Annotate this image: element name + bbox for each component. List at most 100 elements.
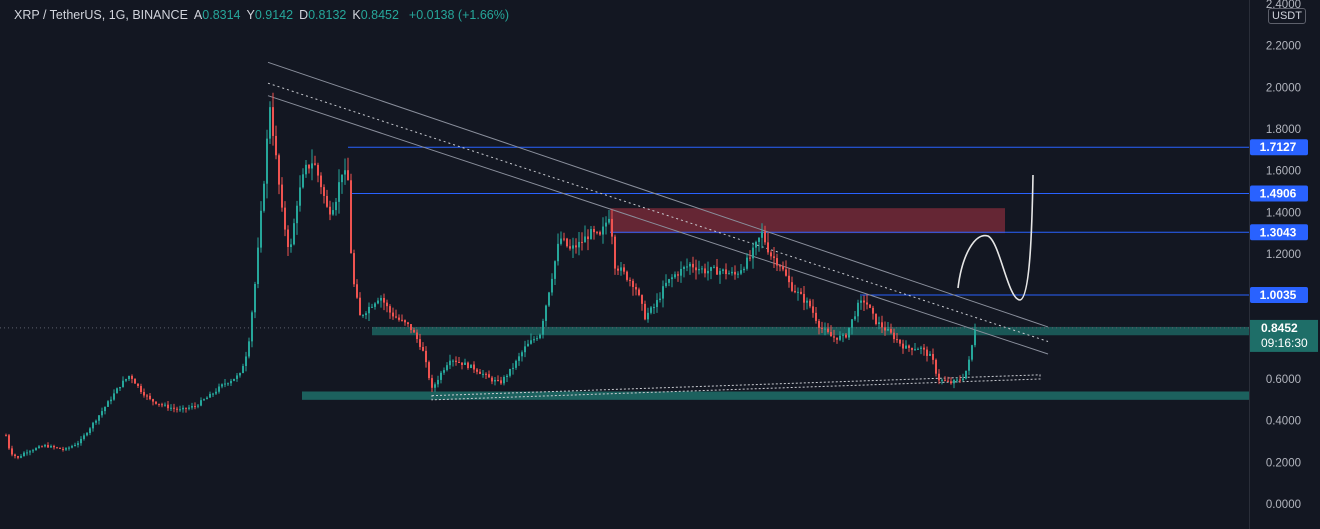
candle-body xyxy=(92,422,94,429)
candle-body xyxy=(581,241,583,243)
candle-body xyxy=(737,273,739,275)
candle-body xyxy=(602,226,604,235)
candle-body xyxy=(68,447,70,449)
candle-body xyxy=(173,407,175,409)
candle-body xyxy=(818,320,820,328)
candle-body xyxy=(572,245,574,249)
candle-body xyxy=(896,339,898,341)
candle-body xyxy=(305,164,307,175)
candle-body xyxy=(194,406,196,408)
candle-body xyxy=(770,252,772,257)
candle-body xyxy=(227,383,229,385)
levels-layer xyxy=(0,146,1249,329)
high-value: 0.9142 xyxy=(254,8,294,22)
candle-body xyxy=(785,269,787,276)
candle-body xyxy=(239,373,241,376)
candle-body xyxy=(38,446,40,449)
candle-body xyxy=(575,245,577,248)
candle-body xyxy=(209,393,211,398)
candle-body xyxy=(293,223,295,245)
candle-body xyxy=(959,379,961,381)
candle-body xyxy=(590,229,592,240)
candle-body xyxy=(323,187,325,196)
candle-body xyxy=(308,164,310,169)
candle-body xyxy=(644,303,646,320)
candle-body xyxy=(113,393,115,400)
candle-body xyxy=(839,335,841,340)
price-level-label: 1.0035 xyxy=(1260,288,1297,302)
open-label: A xyxy=(193,8,203,22)
candle-body xyxy=(221,384,223,387)
candle-body xyxy=(614,236,616,269)
symbol-title[interactable]: XRP / TetherUS, 1G, BINANCE xyxy=(14,8,188,22)
candle-body xyxy=(452,360,454,362)
candle-body xyxy=(503,376,505,384)
price-level-label: 1.3043 xyxy=(1260,225,1297,239)
price-tick-label: 1.8000 xyxy=(1266,124,1301,136)
candle-body xyxy=(782,266,784,270)
candle-body xyxy=(404,320,406,323)
candle-body xyxy=(587,236,589,240)
candle-body xyxy=(554,261,556,279)
candle-body xyxy=(254,284,256,313)
price-level-tag xyxy=(1250,185,1308,202)
open-value: 0.8314 xyxy=(202,8,241,22)
candle-body xyxy=(158,403,160,405)
candle-body xyxy=(353,253,355,285)
candle-body xyxy=(617,268,619,271)
candle-body xyxy=(164,404,166,406)
candle-body xyxy=(680,268,682,276)
candle-body xyxy=(767,242,769,253)
candle-body xyxy=(932,353,934,360)
candle-body xyxy=(188,407,190,409)
candle-body xyxy=(89,428,91,433)
candle-body xyxy=(887,328,889,331)
candle-body xyxy=(11,448,13,455)
candle-body xyxy=(458,361,460,363)
candle-body xyxy=(191,406,193,408)
candle-body xyxy=(413,329,415,333)
candle-body xyxy=(104,406,106,412)
candle-body xyxy=(401,319,403,321)
candle-body xyxy=(287,229,289,248)
candle-body xyxy=(140,385,142,393)
price-axis[interactable]: 0.00000.20000.40000.60000.80001.00001.20… xyxy=(1249,0,1320,529)
candle-body xyxy=(752,247,754,259)
candle-body xyxy=(593,229,595,233)
currency-badge[interactable]: USDT xyxy=(1268,8,1306,24)
candle-body xyxy=(419,339,421,347)
candle-body xyxy=(701,268,703,270)
candle-body xyxy=(800,291,802,294)
candle-body xyxy=(902,343,904,349)
candle-body xyxy=(899,339,901,344)
candle-body xyxy=(527,343,529,347)
price-level-label: 1.7127 xyxy=(1260,140,1297,154)
candle-body xyxy=(716,266,718,275)
candle-body xyxy=(521,352,523,357)
candle-body xyxy=(545,305,547,321)
candle-body xyxy=(890,328,892,333)
candle-body xyxy=(653,307,655,309)
candle-body xyxy=(176,408,178,410)
candle-body xyxy=(116,388,118,394)
candle-body xyxy=(296,205,298,224)
trendlines-layer xyxy=(267,61,1049,401)
candle-body xyxy=(923,347,925,350)
candle-body xyxy=(155,401,157,404)
candle-body xyxy=(677,274,679,276)
candle-body xyxy=(854,316,856,320)
candle-body xyxy=(224,383,226,385)
candle-body xyxy=(497,379,499,381)
candle-body xyxy=(359,297,361,316)
candle-body xyxy=(215,391,217,394)
candle-body xyxy=(488,374,490,378)
candle-body xyxy=(926,349,928,356)
candle-body xyxy=(605,222,607,227)
candle-body xyxy=(143,392,145,396)
candle-body xyxy=(464,362,466,365)
candle-body xyxy=(608,218,610,223)
candle-body xyxy=(833,336,835,338)
candle-body xyxy=(107,401,109,407)
candle-body xyxy=(524,346,526,353)
